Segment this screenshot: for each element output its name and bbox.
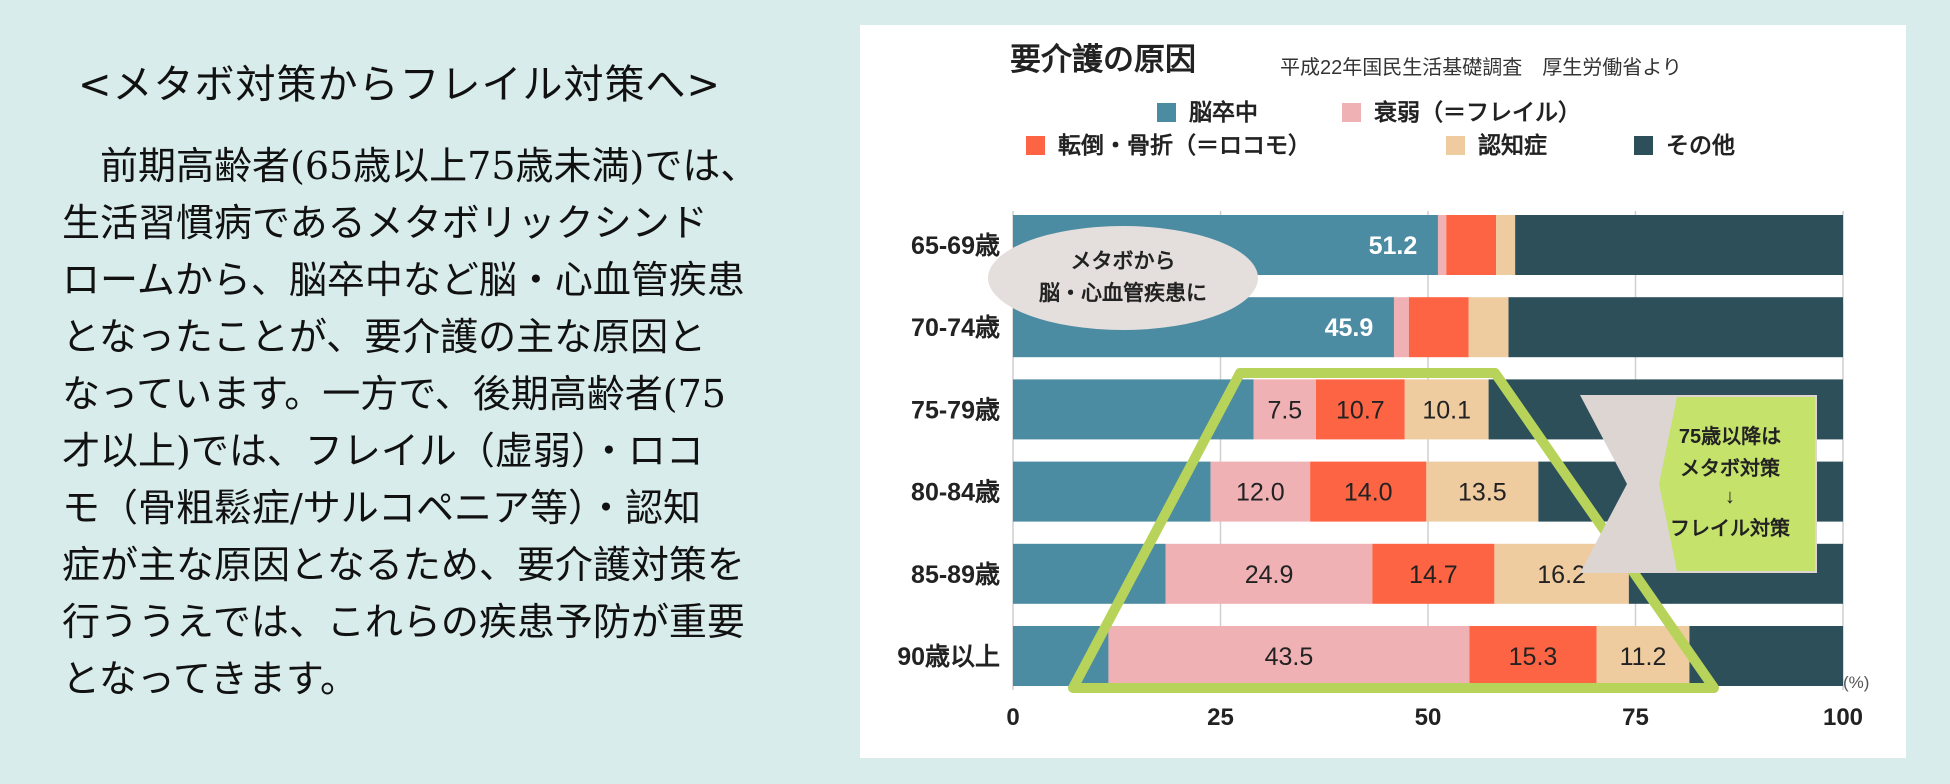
data-label-5-2: 24.9 [1245, 561, 1294, 589]
bar-segment-3-3 [1315, 379, 1405, 440]
bar-segment-5-2 [1165, 543, 1373, 604]
data-label-4-4: 13.5 [1458, 479, 1507, 507]
x-axis-labels: 0 25 50 75 100 [1006, 704, 1863, 731]
data-label-3-2: 7.5 [1267, 396, 1302, 424]
legend-label-5: その他 [1666, 132, 1735, 158]
legend-swatch-3 [1026, 136, 1045, 155]
category-label-6: 90歳以上 [897, 643, 1000, 671]
data-label-2-1: 45.9 [1325, 314, 1374, 342]
bar-segment-6-2 [1108, 626, 1470, 686]
text-line-7: モ（骨粗鬆症/サルコペニア等）・認知 [62, 486, 702, 530]
legend-label-3: 転倒・骨折（＝ロコモ） [1058, 132, 1311, 158]
bar-segment-1-4 [1496, 215, 1516, 275]
data-label-4-2: 12.0 [1236, 479, 1285, 507]
y-axis-labels: 65-69歳 70-74歳 75-79歳 80-84歳 85-89歳 90歳以上 [897, 232, 1000, 671]
callout-arrow-inner [1659, 397, 1815, 571]
callout-arrow-text-2: メタボ対策 [1680, 456, 1781, 480]
legend-swatch-1 [1157, 103, 1176, 122]
legend-swatch-2 [1342, 103, 1361, 122]
callout-ellipse-text-1: メタボから [1071, 250, 1176, 273]
legend-label-2: 衰弱（＝フレイル） [1373, 99, 1581, 125]
chart-panel: 要介護の原因 平成22年国民生活基礎調査 厚生労働省より 脳卒中 衰弱（＝フレイル… [860, 25, 1906, 758]
callout-arrow-text-3: ↓ [1725, 486, 1735, 508]
bar-segment-4-4 [1426, 461, 1539, 522]
text-line-4: となったことが、要介護の主な原因と [62, 315, 707, 359]
unit-label: (%) [1843, 673, 1869, 692]
category-label-5: 85-89歳 [911, 561, 1000, 589]
data-label-3-4: 10.1 [1422, 396, 1471, 424]
data-label-5-3: 14.7 [1409, 561, 1458, 589]
care-causes-chart: 要介護の原因 平成22年国民生活基礎調査 厚生労働省より 脳卒中 衰弱（＝フレイル… [897, 42, 1869, 731]
chart-title: 要介護の原因 [1010, 42, 1196, 77]
text-line-5: なっています。一方で、後期高齢者(75 [62, 372, 726, 416]
bar-segment-2-5 [1508, 297, 1843, 358]
callout-ellipse-text-2: 脳・心血管疾患に [1039, 281, 1207, 305]
legend-label-1: 脳卒中 [1189, 99, 1258, 125]
text-line-6: 才以上)では、フレイル（虚弱）・ロコ [62, 429, 704, 473]
data-label-5-4: 16.2 [1537, 561, 1586, 589]
chart-subtitle: 平成22年国民生活基礎調査 厚生労働省より [1280, 56, 1682, 79]
x-tick-label-1: 0 [1006, 704, 1019, 731]
text-line-10: となってきます。 [62, 657, 359, 701]
explanation-panel: <メタボ対策からフレイル対策へ> 前期高齢者(65歳以上75歳未満)では、 生活… [0, 0, 850, 784]
text-line-3: ロームから、脳卒中など脳・心血管疾患 [62, 258, 745, 302]
bar-segment-3-2 [1253, 379, 1316, 440]
data-label-3-3: 10.7 [1336, 396, 1385, 424]
text-line-8: 症が主な原因となるため、要介護対策を [62, 543, 745, 587]
bar-segment-4-3 [1310, 461, 1427, 522]
bar-segment-6-5 [1689, 626, 1843, 686]
bar-segment-3-4 [1404, 379, 1489, 440]
bar-segment-5-3 [1372, 543, 1495, 604]
x-tick-label-2: 25 [1207, 704, 1234, 731]
data-label-6-3: 15.3 [1509, 643, 1558, 671]
data-label-1-1: 51.2 [1369, 232, 1418, 260]
bar-segment-2-4 [1468, 297, 1509, 358]
x-tick-label-5: 100 [1823, 704, 1863, 731]
data-label-6-4: 11.2 [1620, 643, 1667, 671]
explanation-text: 前期高齢者(65歳以上75歳未満)では、 生活習慣病であるメタボリックシンド ロ… [62, 138, 802, 708]
legend-swatch-5 [1634, 136, 1653, 155]
callout-ellipse [988, 226, 1258, 330]
x-tick-label-4: 75 [1622, 704, 1649, 731]
bar-segment-2-2 [1393, 297, 1409, 358]
text-line-1: 前期高齢者(65歳以上75歳未満)では、 [62, 144, 759, 188]
category-label-1: 65-69歳 [911, 232, 1000, 260]
category-label-3: 75-79歳 [911, 396, 1000, 424]
bar-segment-2-3 [1408, 297, 1469, 358]
category-label-2: 70-74歳 [911, 314, 1000, 342]
data-label-4-3: 14.0 [1344, 479, 1393, 507]
highlight-trapezoid [1068, 368, 1719, 693]
x-tick-label-3: 50 [1415, 704, 1442, 731]
bar-segment-1-5 [1515, 215, 1843, 275]
data-label-6-2: 43.5 [1265, 643, 1314, 671]
bar-segment-6-3 [1469, 626, 1597, 686]
section-heading: <メタボ対策からフレイル対策へ> [78, 62, 722, 108]
legend-swatch-4 [1446, 136, 1465, 155]
chart-legend: 脳卒中 衰弱（＝フレイル） 転倒・骨折（＝ロコモ） 認知症 その他 [1026, 99, 1735, 158]
bar-segment-1-3 [1446, 215, 1497, 275]
legend-label-4: 認知症 [1478, 132, 1547, 158]
bar-segment-1-2 [1437, 215, 1447, 275]
bar-segment-4-2 [1210, 461, 1311, 522]
text-line-9: 行ううえでは、これらの疾患予防が重要 [62, 600, 745, 644]
callout-arrow-text-1: 75歳以降は [1679, 424, 1781, 448]
text-line-2: 生活習慣病であるメタボリックシンド [62, 201, 708, 245]
category-label-4: 80-84歳 [911, 479, 1000, 507]
callout-arrow-text-4: フレイル対策 [1670, 516, 1791, 540]
